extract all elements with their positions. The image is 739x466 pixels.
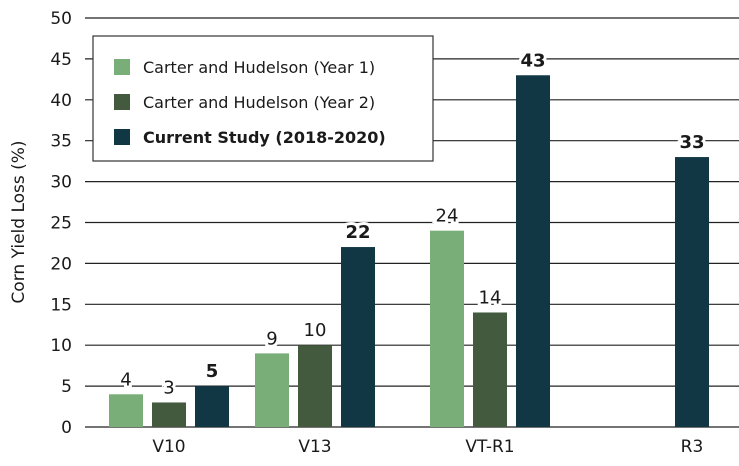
bars [109,75,709,427]
y-tick-label: 20 [50,254,72,274]
bar-vt-r1-series-3 [516,75,550,427]
data-label: 4 [120,369,131,390]
bar-vt-r1-series-1 [430,230,464,427]
legend-swatch [114,94,130,110]
legend-label: Current Study (2018-2020) [143,128,386,147]
data-label: 5 [206,361,219,382]
data-label: 43 [520,50,545,71]
y-tick-label: 5 [61,377,72,397]
y-tick-label: 45 [50,50,72,70]
legend-swatch [114,129,130,145]
legend-label: Carter and Hudelson (Year 2) [143,93,375,112]
y-tick-label: 50 [50,9,72,29]
x-axis-categories: V10 V13 VT-R1 R3 [152,437,703,457]
y-tick-label: 30 [50,173,72,193]
legend-label: Carter and Hudelson (Year 1) [143,58,375,77]
legend-swatch [114,59,130,75]
y-tick-label: 40 [50,91,72,111]
bar-v13-series-3 [341,247,375,427]
bar-v13-series-1 [255,353,289,427]
data-label: 33 [679,132,704,153]
legend: Carter and Hudelson (Year 1) Carter and H… [92,35,434,162]
y-tick-label: 25 [50,214,72,234]
bar-r3-series-3 [675,157,709,427]
x-category-label: V13 [298,437,331,457]
bar-v10-series-1 [109,394,143,427]
y-axis-label: Corn Yield Loss (%) [9,140,29,303]
data-label: 14 [479,287,502,308]
y-axis-ticks: 0 5 10 15 20 25 30 35 40 45 50 [50,9,72,438]
y-tick-label: 0 [61,418,72,438]
legend-box [92,35,434,162]
data-label: 9 [266,328,277,349]
data-label: 22 [345,222,370,243]
y-tick-label: 35 [50,132,72,152]
bar-vt-r1-series-2 [473,312,507,427]
data-label: 3 [163,377,174,398]
bar-v10-series-2 [152,402,186,427]
x-category-label: VT-R1 [465,437,514,457]
bar-v13-series-2 [298,345,332,427]
data-label: 10 [304,320,327,341]
x-category-label: V10 [152,437,185,457]
x-category-label: R3 [681,437,704,457]
bar-v10-series-3 [195,386,229,427]
y-tick-label: 10 [50,336,72,356]
y-tick-label: 15 [50,295,72,315]
data-label: 24 [436,206,459,227]
